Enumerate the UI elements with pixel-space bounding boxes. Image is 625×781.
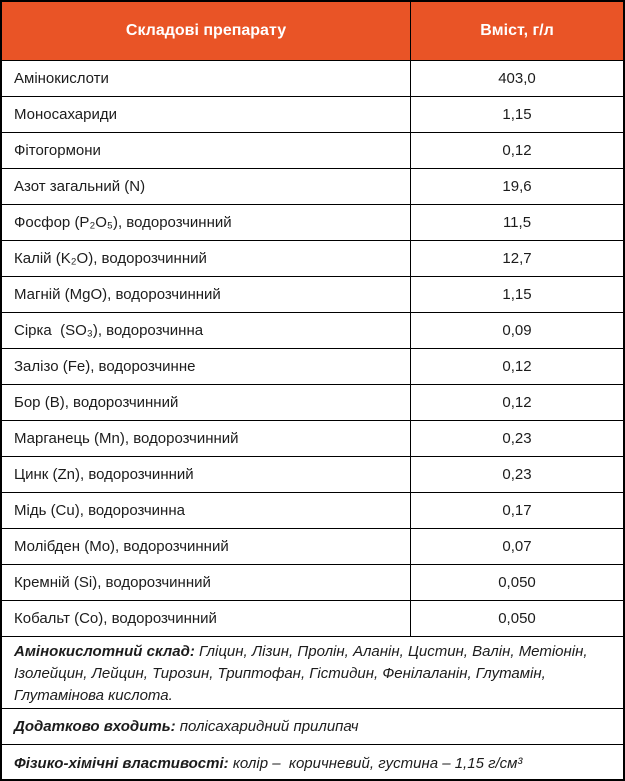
component-name: Кобальт (Co), водорозчинний	[14, 610, 217, 627]
component-name: Молібден (Mo), водорозчинний	[14, 538, 229, 555]
component-value: 0,050	[410, 565, 623, 600]
component-name: Кремній (Si), водорозчинний	[14, 574, 211, 591]
component-value: 0,12	[410, 349, 623, 384]
component-name: Калій (K₂O), водорозчинний	[14, 250, 207, 267]
component-value: 1,15	[410, 277, 623, 312]
table-row: Мідь (Cu), водорозчинна 0,17	[2, 492, 623, 528]
footnote-label: Фізико-хімічні властивості:	[14, 754, 229, 772]
component-name: Цинк (Zn), водорозчинний	[14, 466, 194, 483]
component-name: Моносахариди	[14, 106, 118, 123]
component-name: Сірка (SO₃), водорозчинна	[14, 322, 204, 339]
table-row: Молібден (Mo), водорозчинний 0,07	[2, 528, 623, 564]
table-footnotes: Амінокислотний склад: Гліцин, Лізин, Про…	[2, 636, 623, 779]
footnote-text: полісахаридний прилипач	[179, 718, 359, 735]
table-row: Азот загальний (N) 19,6	[2, 168, 623, 204]
table-body: Амінокислоти 403,0 Моносахариди 1,15 Фітогор…	[2, 60, 623, 636]
footnote-text: колір – коричневий, густина – 1,15 г/см³	[232, 754, 523, 772]
component-name: Бор (B), водорозчинний	[14, 394, 179, 411]
footnote-row: Додатково входить: полісахаридний прилип…	[2, 708, 623, 744]
component-value: 0,17	[410, 493, 623, 528]
header-component-column: Складові препарату	[125, 22, 287, 39]
footnote-text: Гліцин, Лізин, Пролін, Аланін, Цистин, В…	[14, 643, 588, 704]
component-name: Фосфор (P₂O₅), водорозчинний	[14, 214, 232, 231]
footnote-label: Додатково входить:	[14, 718, 176, 735]
table-row: Залізо (Fe), водорозчинне 0,12	[2, 348, 623, 384]
table-row: Цинк (Zn), водорозчинний 0,23	[2, 456, 623, 492]
table-row: Кобальт (Co), водорозчинний 0,050	[2, 600, 623, 636]
component-value: 0,09	[410, 313, 623, 348]
component-value: 1,15	[410, 97, 623, 132]
component-value: 0,050	[410, 601, 623, 636]
table-row: Амінокислоти 403,0	[2, 60, 623, 96]
table-header-row: Складові препарату Вміст, г/л	[2, 2, 623, 60]
table-row: Моносахариди 1,15	[2, 96, 623, 132]
footnote-label: Амінокислотний склад:	[14, 643, 195, 660]
component-value: 19,6	[410, 169, 623, 204]
header-content-column: Вміст, г/л	[410, 2, 623, 60]
component-value: 11,5	[410, 205, 623, 240]
table-row: Бор (B), водорозчинний 0,12	[2, 384, 623, 420]
table-row: Сірка (SO₃), водорозчинна 0,09	[2, 312, 623, 348]
component-name: Магній (MgO), водорозчинний	[14, 286, 221, 303]
component-value: 0,23	[410, 457, 623, 492]
component-name: Амінокислоти	[14, 70, 109, 87]
footnote-row: Фізико-хімічні властивості: колір – кори…	[2, 744, 623, 779]
component-name: Марганець (Mn), водорозчинний	[14, 430, 239, 447]
component-value: 0,12	[410, 133, 623, 168]
component-value: 0,23	[410, 421, 623, 456]
table-row: Магній (MgO), водорозчинний 1,15	[2, 276, 623, 312]
component-value: 12,7	[410, 241, 623, 276]
component-name: Залізо (Fe), водорозчинне	[14, 358, 196, 375]
component-name: Мідь (Cu), водорозчинна	[14, 502, 185, 519]
table-row: Фосфор (P₂O₅), водорозчинний 11,5	[2, 204, 623, 240]
table-row: Калій (K₂O), водорозчинний 12,7	[2, 240, 623, 276]
component-value: 403,0	[410, 61, 623, 96]
table-row: Фітогормони 0,12	[2, 132, 623, 168]
component-name: Фітогормони	[14, 142, 101, 159]
footnote-row: Амінокислотний склад: Гліцин, Лізин, Про…	[2, 636, 623, 708]
table-row: Кремній (Si), водорозчинний 0,050	[2, 564, 623, 600]
component-name: Азот загальний (N)	[14, 178, 146, 195]
component-value: 0,07	[410, 529, 623, 564]
component-value: 0,12	[410, 385, 623, 420]
table-row: Марганець (Mn), водорозчинний 0,23	[2, 420, 623, 456]
